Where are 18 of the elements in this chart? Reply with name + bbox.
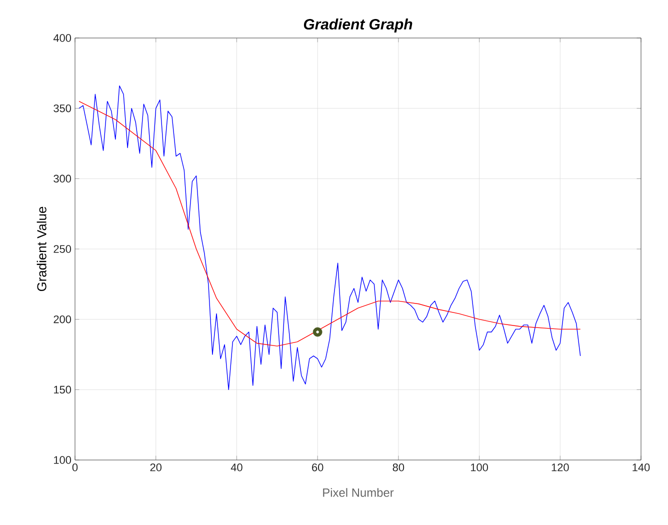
x-tick-label: 100 <box>470 464 488 472</box>
y-tick-label: 100 <box>54 456 72 464</box>
y-axis-title: Gradient Value <box>36 206 46 292</box>
y-tick-label: 350 <box>54 104 72 112</box>
x-tick-label: 40 <box>230 464 242 472</box>
x-tick-label: 140 <box>632 464 650 472</box>
x-tick-label: 20 <box>150 464 162 472</box>
y-tick-label: 250 <box>54 245 72 253</box>
x-axis-title: Pixel Number <box>323 488 394 497</box>
y-tick-label: 400 <box>53 34 72 42</box>
x-tick-label: 120 <box>552 464 569 472</box>
x-tick-label: 0 <box>72 464 78 472</box>
y-tick-label: 150 <box>54 386 72 394</box>
x-tick-label: 60 <box>312 464 324 472</box>
y-tick-label: 200 <box>54 315 72 324</box>
chart-title: Gradient Graph <box>304 18 412 32</box>
y-tick-label: 300 <box>54 174 72 183</box>
x-tick-label: 80 <box>392 464 404 472</box>
